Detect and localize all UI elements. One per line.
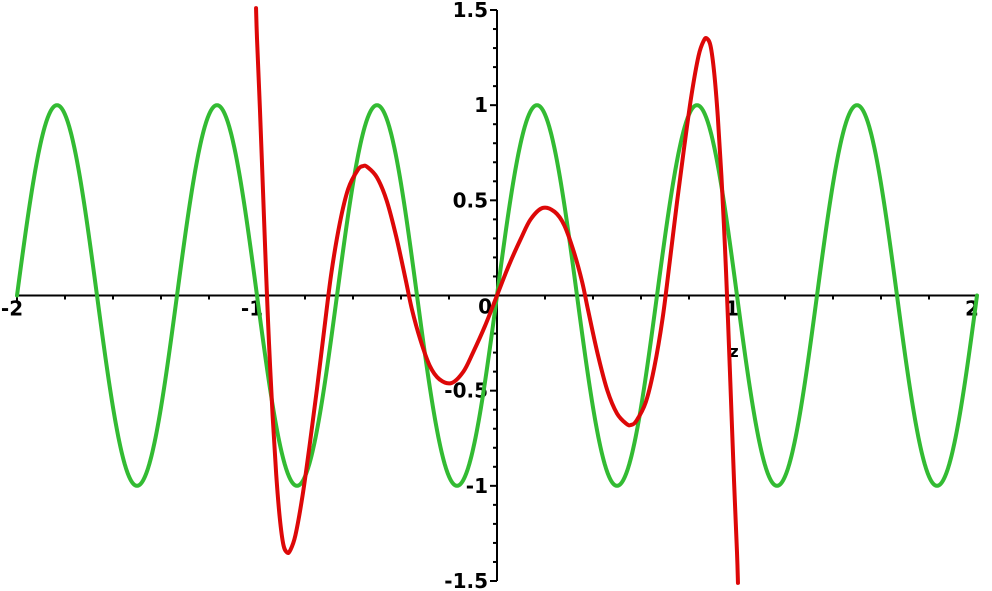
y-tick-label: -1: [466, 474, 488, 498]
y-tick-label: 1: [474, 93, 488, 117]
y-tick-label: 1.5: [453, 0, 488, 22]
x-axis-variable-label: z: [729, 342, 738, 361]
y-tick-label: -1.5: [444, 569, 488, 591]
y-tick-label: 0.5: [453, 188, 488, 212]
red-oscillating-curve: [254, 6, 740, 585]
x-tick-label: -2: [1, 297, 23, 321]
